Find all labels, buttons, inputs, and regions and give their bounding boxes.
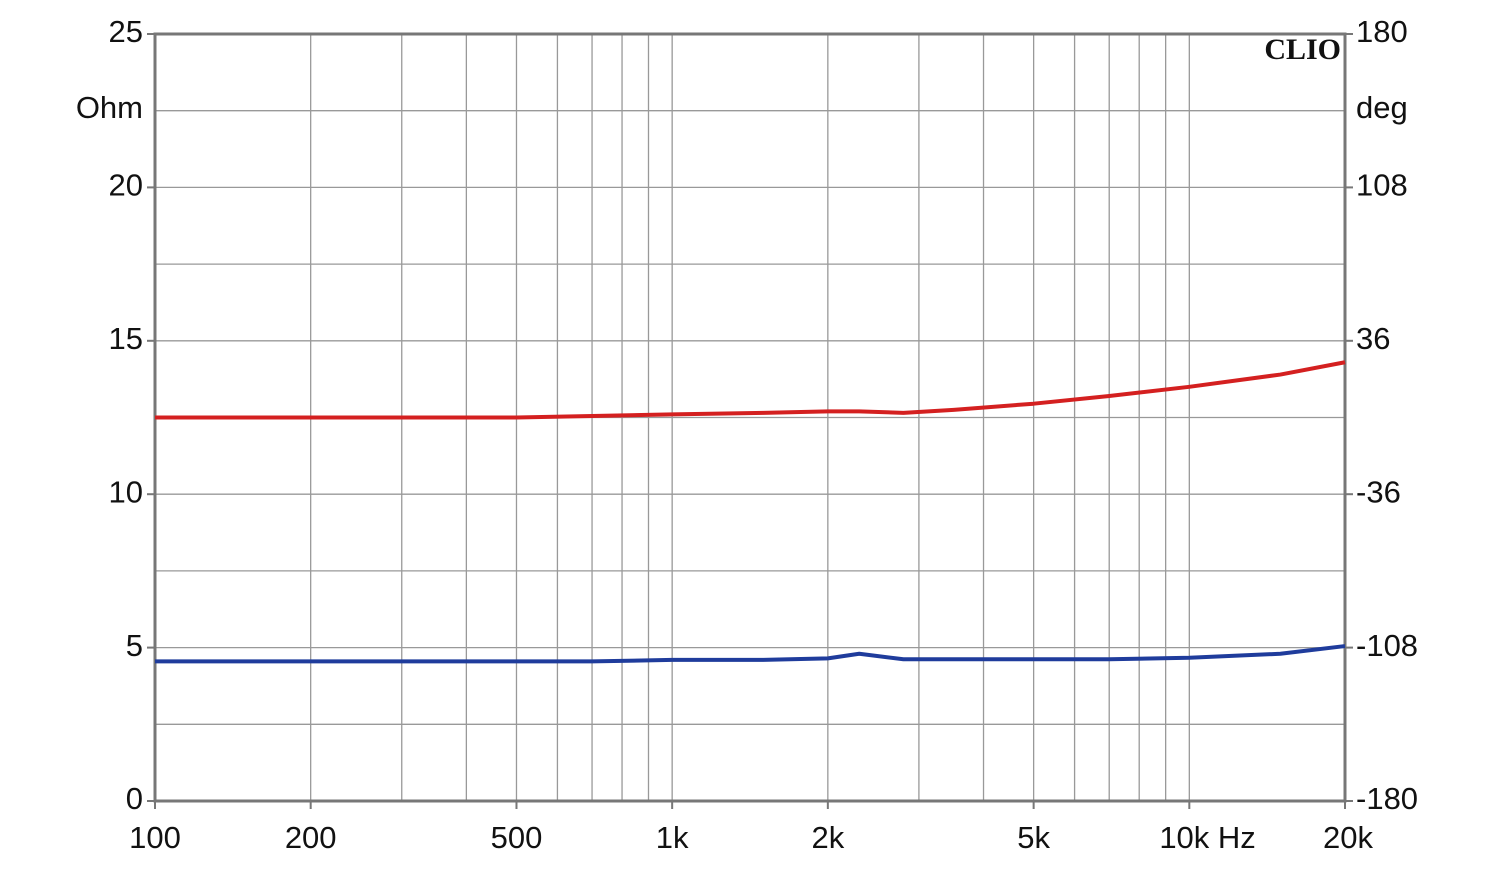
x-tick-label: 5k — [1017, 820, 1050, 855]
series-line — [155, 644, 1346, 664]
y2-unit: deg — [1356, 90, 1408, 125]
x-tick-label: 1k — [656, 820, 689, 855]
x-tick-label: 200 — [285, 820, 337, 855]
brand-label: CLIO — [1264, 33, 1341, 66]
y2-tick-label: -108 — [1356, 628, 1418, 663]
x-tick-label: 100 — [129, 820, 181, 855]
y-tick-label: 25 — [109, 14, 143, 49]
y2-tick-label: -180 — [1356, 781, 1418, 816]
y-tick-label: 5 — [126, 628, 143, 663]
x-tick-label: 500 — [491, 820, 543, 855]
series-line — [155, 360, 1346, 420]
y-tick-label: 15 — [109, 321, 143, 356]
y2-tick-label: 36 — [1356, 321, 1390, 356]
y2-tick-label: -36 — [1356, 474, 1401, 509]
y2-tick-label: 108 — [1356, 168, 1408, 203]
y-tick-label: 20 — [109, 168, 143, 203]
y-unit: Ohm — [76, 90, 143, 125]
x-tick-label: 20k — [1323, 820, 1373, 855]
y-tick-label: 0 — [126, 781, 143, 816]
y2-tick-label: 180 — [1356, 14, 1408, 49]
x-tick-label: 2k — [811, 820, 844, 855]
x-tick-label: 10k Hz — [1159, 820, 1255, 855]
y-tick-label: 10 — [109, 474, 143, 509]
